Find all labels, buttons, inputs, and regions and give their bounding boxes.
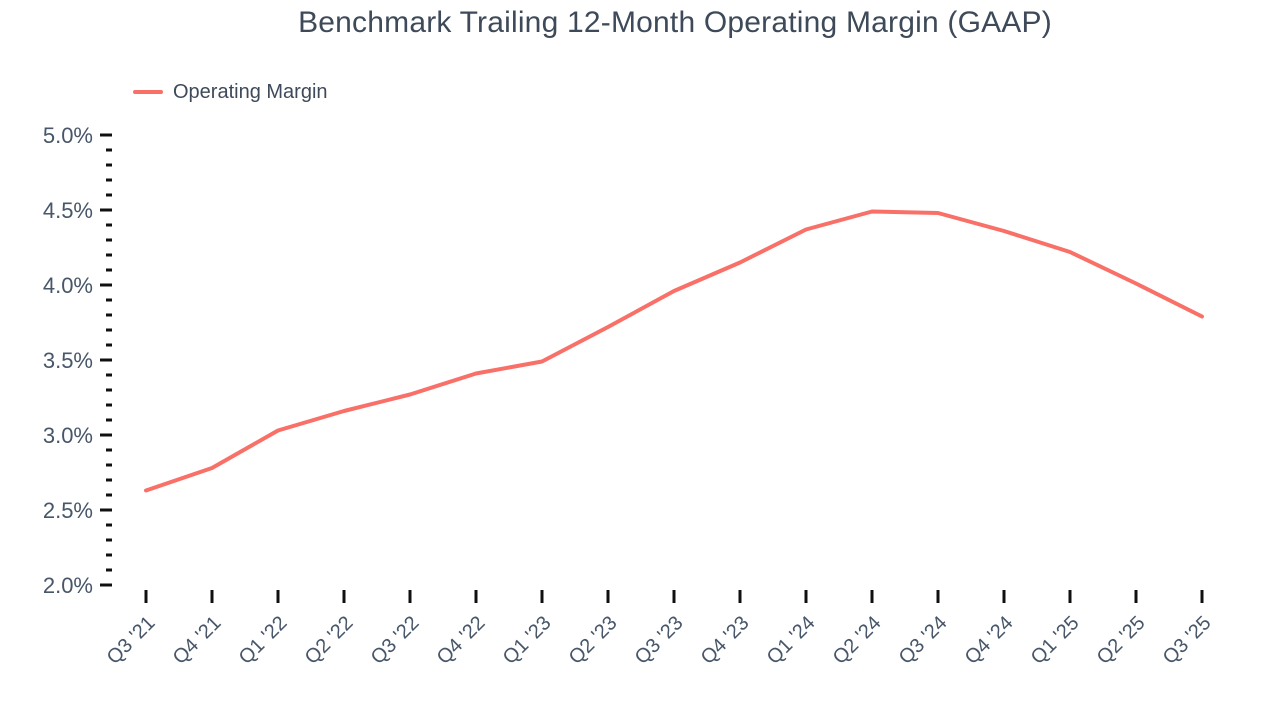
x-axis-tick [540,590,544,603]
x-axis-tick [1200,590,1204,603]
series-line-operating-margin [144,209,1204,493]
x-axis-tick [672,590,676,603]
x-axis-label: Q3 '24 [895,612,952,669]
x-axis-tick [936,590,940,603]
y-axis-minor-tick [106,403,112,407]
x-axis-tick [1134,590,1138,603]
legend: Operating Margin [133,79,328,105]
y-axis-minor-tick [106,523,112,527]
legend-label: Operating Margin [173,80,328,103]
y-axis-minor-tick [106,253,112,257]
y-axis-minor-tick [106,463,112,467]
y-axis-major-tick [100,433,112,437]
legend-line-swatch-icon [133,90,163,94]
y-axis-minor-tick [106,343,112,347]
y-axis-minor-tick [106,178,112,182]
y-axis-minor-tick [106,148,112,152]
y-axis-minor-tick [106,163,112,167]
y-axis-label: 2.5% [43,498,93,523]
y-axis-minor-tick [106,223,112,227]
x-axis-tick [606,590,610,603]
chart-title: Benchmark Trailing 12-Month Operating Ma… [298,6,1052,39]
x-axis-label: Q1 '23 [499,612,556,669]
y-axis-label: 4.0% [43,273,93,298]
x-axis-tick [144,590,148,603]
x-axis-tick [342,590,346,603]
x-axis-label: Q2 '22 [301,612,358,669]
x-axis-tick [276,590,280,603]
x-axis-tick [738,590,742,603]
x-axis-label: Q2 '25 [1093,612,1150,669]
y-axis-major-tick [100,208,112,212]
y-axis-minor-tick [106,493,112,497]
y-axis-minor-tick [106,418,112,422]
x-axis-label: Q2 '23 [565,612,622,669]
x-axis-tick [1002,590,1006,603]
x-axis-tick [1068,590,1072,603]
x-axis-tick [408,590,412,603]
x-axis-tick [804,590,808,603]
x-axis-label: Q3 '21 [103,612,160,669]
y-axis-minor-tick [106,568,112,572]
x-axis-label: Q3 '25 [1159,612,1216,669]
x-axis-tick [210,590,214,603]
y-axis-minor-tick [106,328,112,332]
y-axis-major-tick [100,283,112,287]
y-axis-major-tick [100,133,112,137]
x-axis-label: Q4 '24 [961,612,1018,669]
y-axis-minor-tick [106,238,112,242]
x-axis-label: Q4 '22 [433,612,490,669]
y-axis-minor-tick [106,193,112,197]
x-axis-label: Q1 '22 [235,612,292,669]
y-axis-minor-tick [106,448,112,452]
y-axis-minor-tick [106,298,112,302]
x-axis-label: Q1 '24 [763,612,820,669]
x-axis-label: Q1 '25 [1027,612,1084,669]
y-axis-minor-tick [106,553,112,557]
x-axis-label: Q3 '23 [631,612,688,669]
y-axis-label: 3.5% [43,348,93,373]
y-axis-major-tick [100,358,112,362]
y-axis-label: 3.0% [43,423,93,448]
y-axis-minor-tick [106,388,112,392]
y-axis-label: 5.0% [43,123,93,148]
y-axis-label: 4.5% [43,198,93,223]
y-axis-major-tick [100,583,112,587]
x-axis-label: Q2 '24 [829,612,886,669]
y-axis-major-tick [100,508,112,512]
x-axis-tick [870,590,874,603]
y-axis-minor-tick [106,538,112,542]
y-axis-minor-tick [106,373,112,377]
y-axis-minor-tick [106,268,112,272]
y-axis-minor-tick [106,313,112,317]
x-axis-tick [474,590,478,603]
x-axis-label: Q3 '22 [367,612,424,669]
y-axis-minor-tick [106,478,112,482]
x-axis-label: Q4 '23 [697,612,754,669]
x-axis-label: Q4 '21 [169,612,226,669]
y-axis-label: 2.0% [43,573,93,598]
